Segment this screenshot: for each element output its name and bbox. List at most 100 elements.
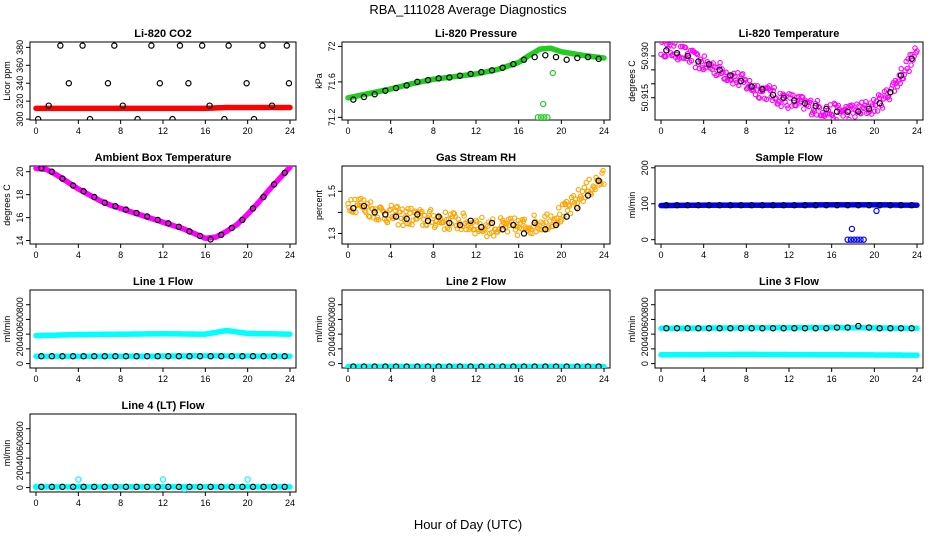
x-tick-label: 4	[701, 126, 706, 136]
data-point	[812, 201, 819, 209]
y-tick-label: 800	[15, 297, 25, 312]
data-point	[379, 207, 386, 214]
data-point	[869, 102, 876, 108]
data-point	[101, 353, 108, 360]
chart-title: Line 4 (LT) Flow	[122, 400, 205, 412]
data-point	[854, 236, 861, 243]
data-point	[34, 115, 42, 120]
data-point	[863, 99, 869, 105]
data-point	[414, 211, 421, 218]
chart-title: Gas Stream RH	[436, 152, 516, 164]
data-point	[555, 205, 562, 211]
data-point	[672, 42, 678, 46]
data-point	[553, 215, 560, 221]
data-point	[914, 352, 920, 358]
data-point	[595, 55, 602, 63]
x-tick-label: 0	[658, 250, 663, 260]
data-point	[785, 105, 791, 111]
data-point	[847, 236, 855, 243]
data-point	[455, 216, 462, 222]
series-blue-1	[658, 202, 920, 209]
data-point	[769, 201, 777, 209]
series-black-3	[663, 322, 915, 332]
x-tick-label: 24	[912, 126, 922, 136]
chart-panel-7: Line 1 Flow 0 4 8 12 16 20 24 0 200400600800ml/mi…	[2, 276, 297, 384]
data-point	[456, 221, 464, 229]
x-tick-label: 12	[784, 126, 794, 136]
data-point	[446, 74, 453, 81]
data-point	[59, 353, 66, 360]
data-point	[69, 182, 77, 189]
x-tick-label: 4	[76, 126, 81, 136]
x-tick-label: 4	[388, 374, 393, 384]
data-point	[791, 97, 798, 104]
data-point	[698, 58, 705, 65]
data-point	[574, 204, 581, 212]
y-tick-label: 200	[327, 341, 337, 356]
data-point	[908, 325, 915, 332]
data-point	[563, 213, 570, 220]
data-point	[537, 114, 545, 120]
data-point	[727, 72, 734, 79]
data-point	[112, 483, 119, 491]
x-tick-label: 16	[200, 374, 210, 384]
x-tick-label: 20	[869, 374, 879, 384]
data-point	[395, 222, 401, 228]
plot-area	[658, 42, 920, 120]
data-point	[403, 82, 410, 89]
data-point	[228, 353, 235, 360]
data-point	[435, 75, 442, 82]
data-point	[833, 201, 841, 209]
data-point	[531, 212, 537, 219]
series-black-2	[38, 166, 288, 243]
data-point	[823, 201, 830, 209]
data-point	[906, 68, 912, 75]
chart-title: Li-820 CO2	[134, 28, 191, 40]
data-point	[169, 115, 176, 120]
data-point	[382, 363, 389, 368]
y-axis-label: Licor ppm	[2, 61, 12, 101]
data-point	[239, 216, 246, 224]
data-point	[133, 209, 140, 217]
x-tick-label: 20	[869, 126, 879, 136]
x-tick-label: 20	[869, 250, 879, 260]
chart-title: Line 3 Flow	[759, 276, 819, 288]
data-point	[671, 43, 677, 49]
data-point	[196, 353, 204, 360]
x-tick-label: 12	[158, 126, 168, 136]
data-point	[801, 201, 809, 209]
data-point	[101, 483, 108, 491]
data-point	[738, 72, 745, 78]
data-point	[133, 483, 140, 491]
data-point	[207, 353, 214, 360]
data-point	[791, 201, 798, 209]
x-tick-label: 12	[471, 250, 481, 260]
x-tick-label: 12	[784, 374, 794, 384]
data-point	[793, 102, 799, 109]
data-point	[737, 77, 745, 85]
data-point	[542, 226, 549, 233]
data-point	[865, 105, 873, 113]
data-point	[601, 181, 607, 187]
data-point	[871, 108, 878, 114]
plot-area	[658, 201, 920, 243]
x-tick-label: 24	[599, 250, 609, 260]
chart-panel-1: Li-820 CO2 0 4 8 12 16 20 24 300 320 340 360 380Lico…	[2, 28, 297, 136]
data-point	[287, 331, 293, 337]
data-point	[833, 324, 841, 331]
data-point	[218, 231, 225, 239]
data-point	[695, 325, 702, 332]
x-tick-label: 20	[556, 250, 566, 260]
data-point	[86, 115, 94, 120]
chart-title: Ambient Box Temperature	[95, 152, 232, 164]
data-point	[737, 201, 745, 209]
data-point	[584, 363, 592, 368]
data-point	[879, 105, 886, 111]
data-point	[773, 95, 779, 101]
data-point	[48, 353, 56, 360]
y-tick-label: 200	[640, 341, 650, 356]
data-point	[104, 80, 112, 87]
data-point	[250, 115, 258, 120]
data-point	[874, 108, 881, 114]
y-tick-label: 380	[15, 40, 25, 55]
